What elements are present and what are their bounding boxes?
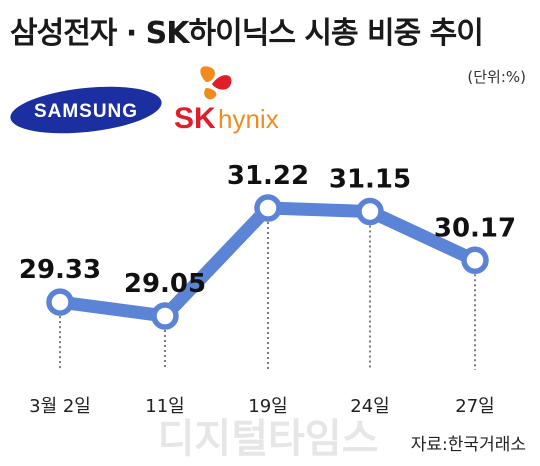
sk-text: SK xyxy=(174,102,216,135)
chart-title: 삼성전자 · SK하이닉스 시총 비중 추이 xyxy=(10,16,484,51)
x-tick-label-0: 3월 2일 xyxy=(29,396,91,417)
data-point-3 xyxy=(356,197,384,226)
x-tick-label-3: 24일 xyxy=(350,396,389,417)
x-tick-label-4: 27일 xyxy=(455,396,494,417)
samsung-logo: SAMSUNG xyxy=(10,86,162,134)
data-point-2 xyxy=(254,194,282,222)
source-label: 자료:한국거래소 xyxy=(410,435,526,455)
data-point-4 xyxy=(461,246,489,275)
skhynix-logo: SK hynix xyxy=(174,66,279,135)
data-point-1 xyxy=(151,302,179,330)
watermark-text: 디지털타임스 xyxy=(158,416,379,462)
hynix-text: hynix xyxy=(218,104,279,134)
sk-butterfly-icon xyxy=(200,66,232,100)
data-label-1: 29.05 xyxy=(124,269,206,299)
samsung-logo-text: SAMSUNG xyxy=(34,101,138,122)
unit-label: (단위:%) xyxy=(467,68,526,86)
data-label-4: 30.17 xyxy=(434,213,516,243)
data-label-2: 31.22 xyxy=(227,161,309,191)
data-label-0: 29.33 xyxy=(19,255,101,285)
x-tick-label-1: 11일 xyxy=(145,396,184,417)
x-tick-label-2: 19일 xyxy=(248,396,287,417)
data-label-3: 31.15 xyxy=(329,164,411,194)
data-point-0 xyxy=(46,288,74,316)
